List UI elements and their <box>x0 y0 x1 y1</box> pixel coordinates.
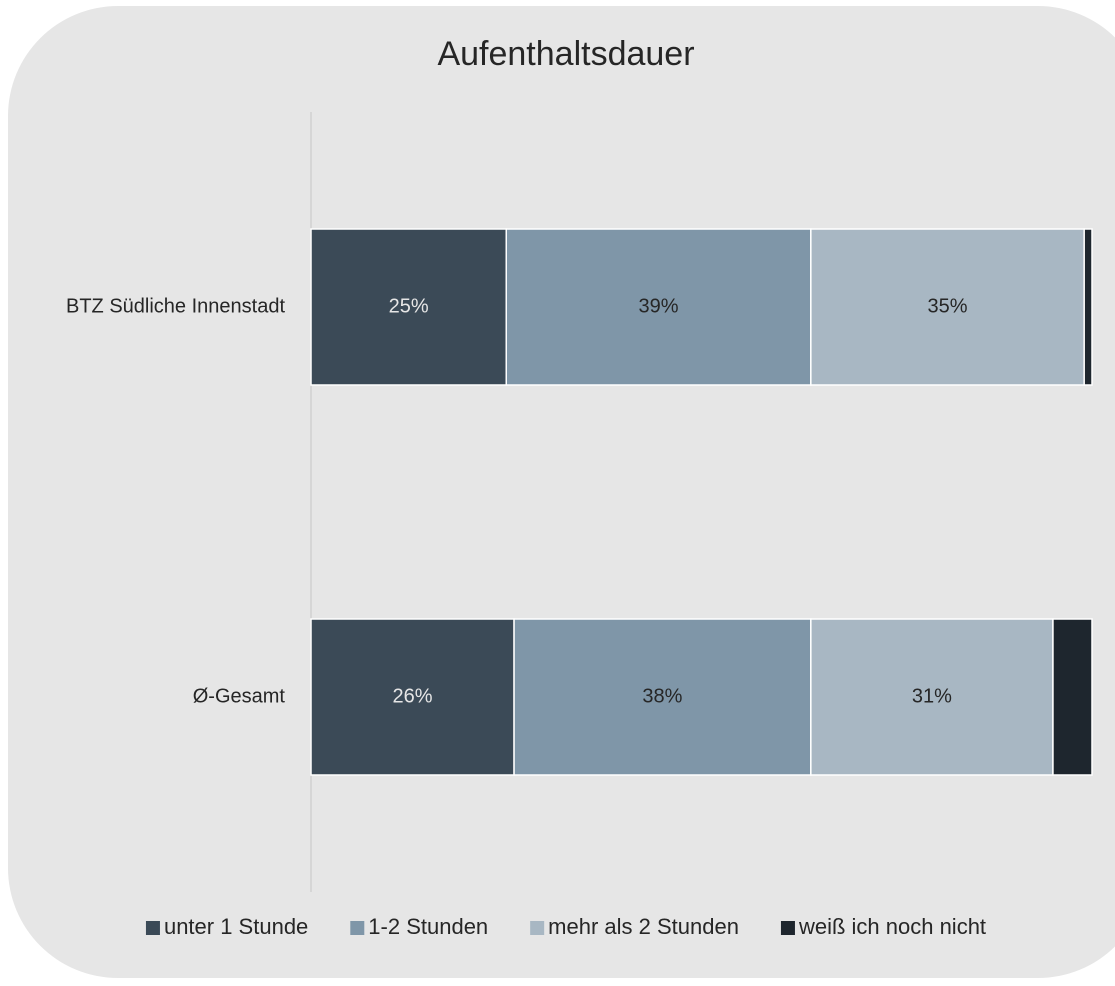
data-label: 31% <box>912 685 952 707</box>
data-label: 39% <box>639 295 679 317</box>
data-label: 26% <box>393 685 433 707</box>
bar-segment <box>310 228 507 386</box>
y-tick-label: Ø-Gesamt <box>193 685 286 707</box>
chart-background <box>8 6 1115 978</box>
legend-swatch <box>350 921 365 935</box>
legend-swatch <box>530 921 545 935</box>
legend-label: unter 1 Stunde <box>164 914 308 939</box>
chart-title: Aufenthaltsdauer <box>437 35 694 73</box>
data-label: 35% <box>927 295 967 317</box>
legend-swatch <box>145 921 160 935</box>
data-label: 25% <box>389 295 429 317</box>
legend-label: mehr als 2 Stunden <box>548 914 739 939</box>
legend-label: 1-2 Stunden <box>368 914 488 939</box>
bar-segment <box>1083 228 1093 386</box>
legend-swatch <box>780 921 795 935</box>
y-tick-label: BTZ Südliche Innenstadt <box>66 295 285 317</box>
legend-label: weiß ich noch nicht <box>798 914 986 939</box>
bar-segment <box>505 228 812 386</box>
data-label: 38% <box>642 685 682 707</box>
bar-segment <box>810 228 1085 386</box>
bar-segment <box>1052 618 1093 776</box>
bar-segment <box>810 618 1054 776</box>
